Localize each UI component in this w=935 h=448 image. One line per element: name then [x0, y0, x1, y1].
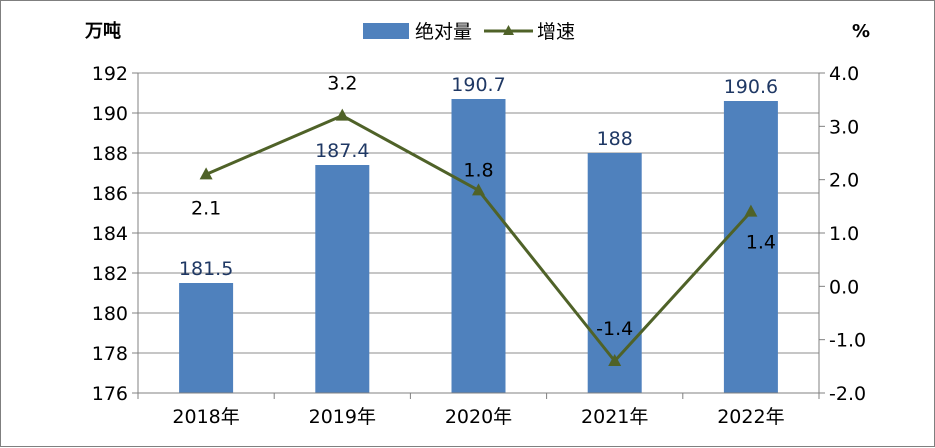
left-tick-label: 192: [92, 63, 128, 85]
legend-line-label: 增速: [537, 21, 575, 43]
left-axis-unit: 万吨: [84, 20, 121, 42]
line-series: [199, 108, 758, 366]
legend-bar-swatch: [363, 23, 409, 39]
bar-series: [179, 99, 778, 393]
left-tick-label: 182: [92, 263, 128, 285]
left-tick-label: 176: [92, 383, 128, 405]
legend: 绝对量 增速: [363, 21, 575, 43]
x-tick-label: 2022年: [717, 406, 784, 428]
line-data-label: 1.4: [746, 232, 776, 254]
right-tick-label: 3.0: [829, 116, 859, 138]
bar: [179, 283, 234, 393]
line-data-label: 2.1: [191, 197, 221, 219]
left-tick-label: 186: [92, 183, 128, 205]
right-tick-label: 4.0: [829, 63, 859, 85]
left-tick-label: 180: [92, 303, 128, 325]
x-tick-label: 2021年: [581, 406, 648, 428]
legend-triangle-marker: [503, 25, 514, 35]
left-tick-label: 190: [92, 103, 128, 125]
bar: [315, 165, 370, 393]
bar: [723, 101, 778, 393]
right-axis-unit: %: [852, 21, 870, 42]
line-data-label: -1.4: [596, 318, 633, 340]
right-tick-label: 1.0: [829, 223, 859, 245]
axes: 176 178 180 182 184 186 188 190 192 -2.0 -1.0 0.0 1.…: [92, 63, 866, 428]
bar-data-label: 188: [597, 128, 633, 150]
right-tick-label: -1.0: [829, 330, 866, 352]
right-tick-label: 0.0: [829, 276, 859, 298]
x-tick-label: 2019年: [309, 406, 376, 428]
triangle-marker: [335, 108, 349, 121]
right-tick-label: 2.0: [829, 170, 859, 192]
triangle-marker: [199, 167, 213, 180]
x-tick-label: 2018年: [172, 406, 239, 428]
left-tick-label: 188: [92, 143, 128, 165]
bar-data-label: 190.7: [451, 74, 505, 96]
line-data-label: 3.2: [327, 73, 357, 95]
left-tick-label: 184: [92, 223, 128, 245]
left-tick-label: 178: [92, 343, 128, 365]
bar-data-label: 190.6: [724, 76, 778, 98]
legend-bar-label: 绝对量: [415, 21, 472, 43]
triangle-marker: [472, 183, 485, 196]
line-data-label: 1.8: [463, 159, 493, 181]
bar: [451, 99, 506, 393]
bar: [587, 153, 642, 393]
x-tick-label: 2020年: [445, 406, 512, 428]
triangle-marker: [744, 204, 758, 217]
bar-data-label: 187.4: [315, 140, 369, 162]
bar-data-label: 181.5: [179, 258, 233, 280]
data-labels: 181.5 187.4 190.7 188 190.6 2.1 3.2 1.8 -1.4 1.4: [179, 73, 778, 340]
right-tick-label: -2.0: [829, 383, 866, 405]
triangle-marker: [608, 354, 622, 366]
